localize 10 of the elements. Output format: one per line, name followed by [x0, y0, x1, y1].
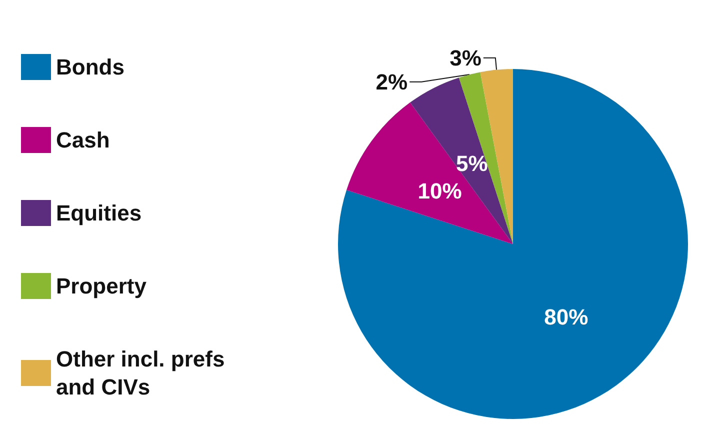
data-label: 2%	[376, 69, 408, 94]
data-label: 10%	[418, 178, 462, 204]
legend-label: Cash	[56, 128, 110, 152]
data-label: 80%	[544, 304, 588, 330]
legend-label: Bonds	[56, 54, 124, 80]
data-label: 3%	[450, 45, 482, 70]
legend-label: Property	[56, 274, 148, 298]
legend-label: Equities	[56, 200, 142, 226]
data-label: 5%	[456, 150, 488, 176]
legend-label: Other incl. prefs and CIVs	[56, 346, 231, 400]
